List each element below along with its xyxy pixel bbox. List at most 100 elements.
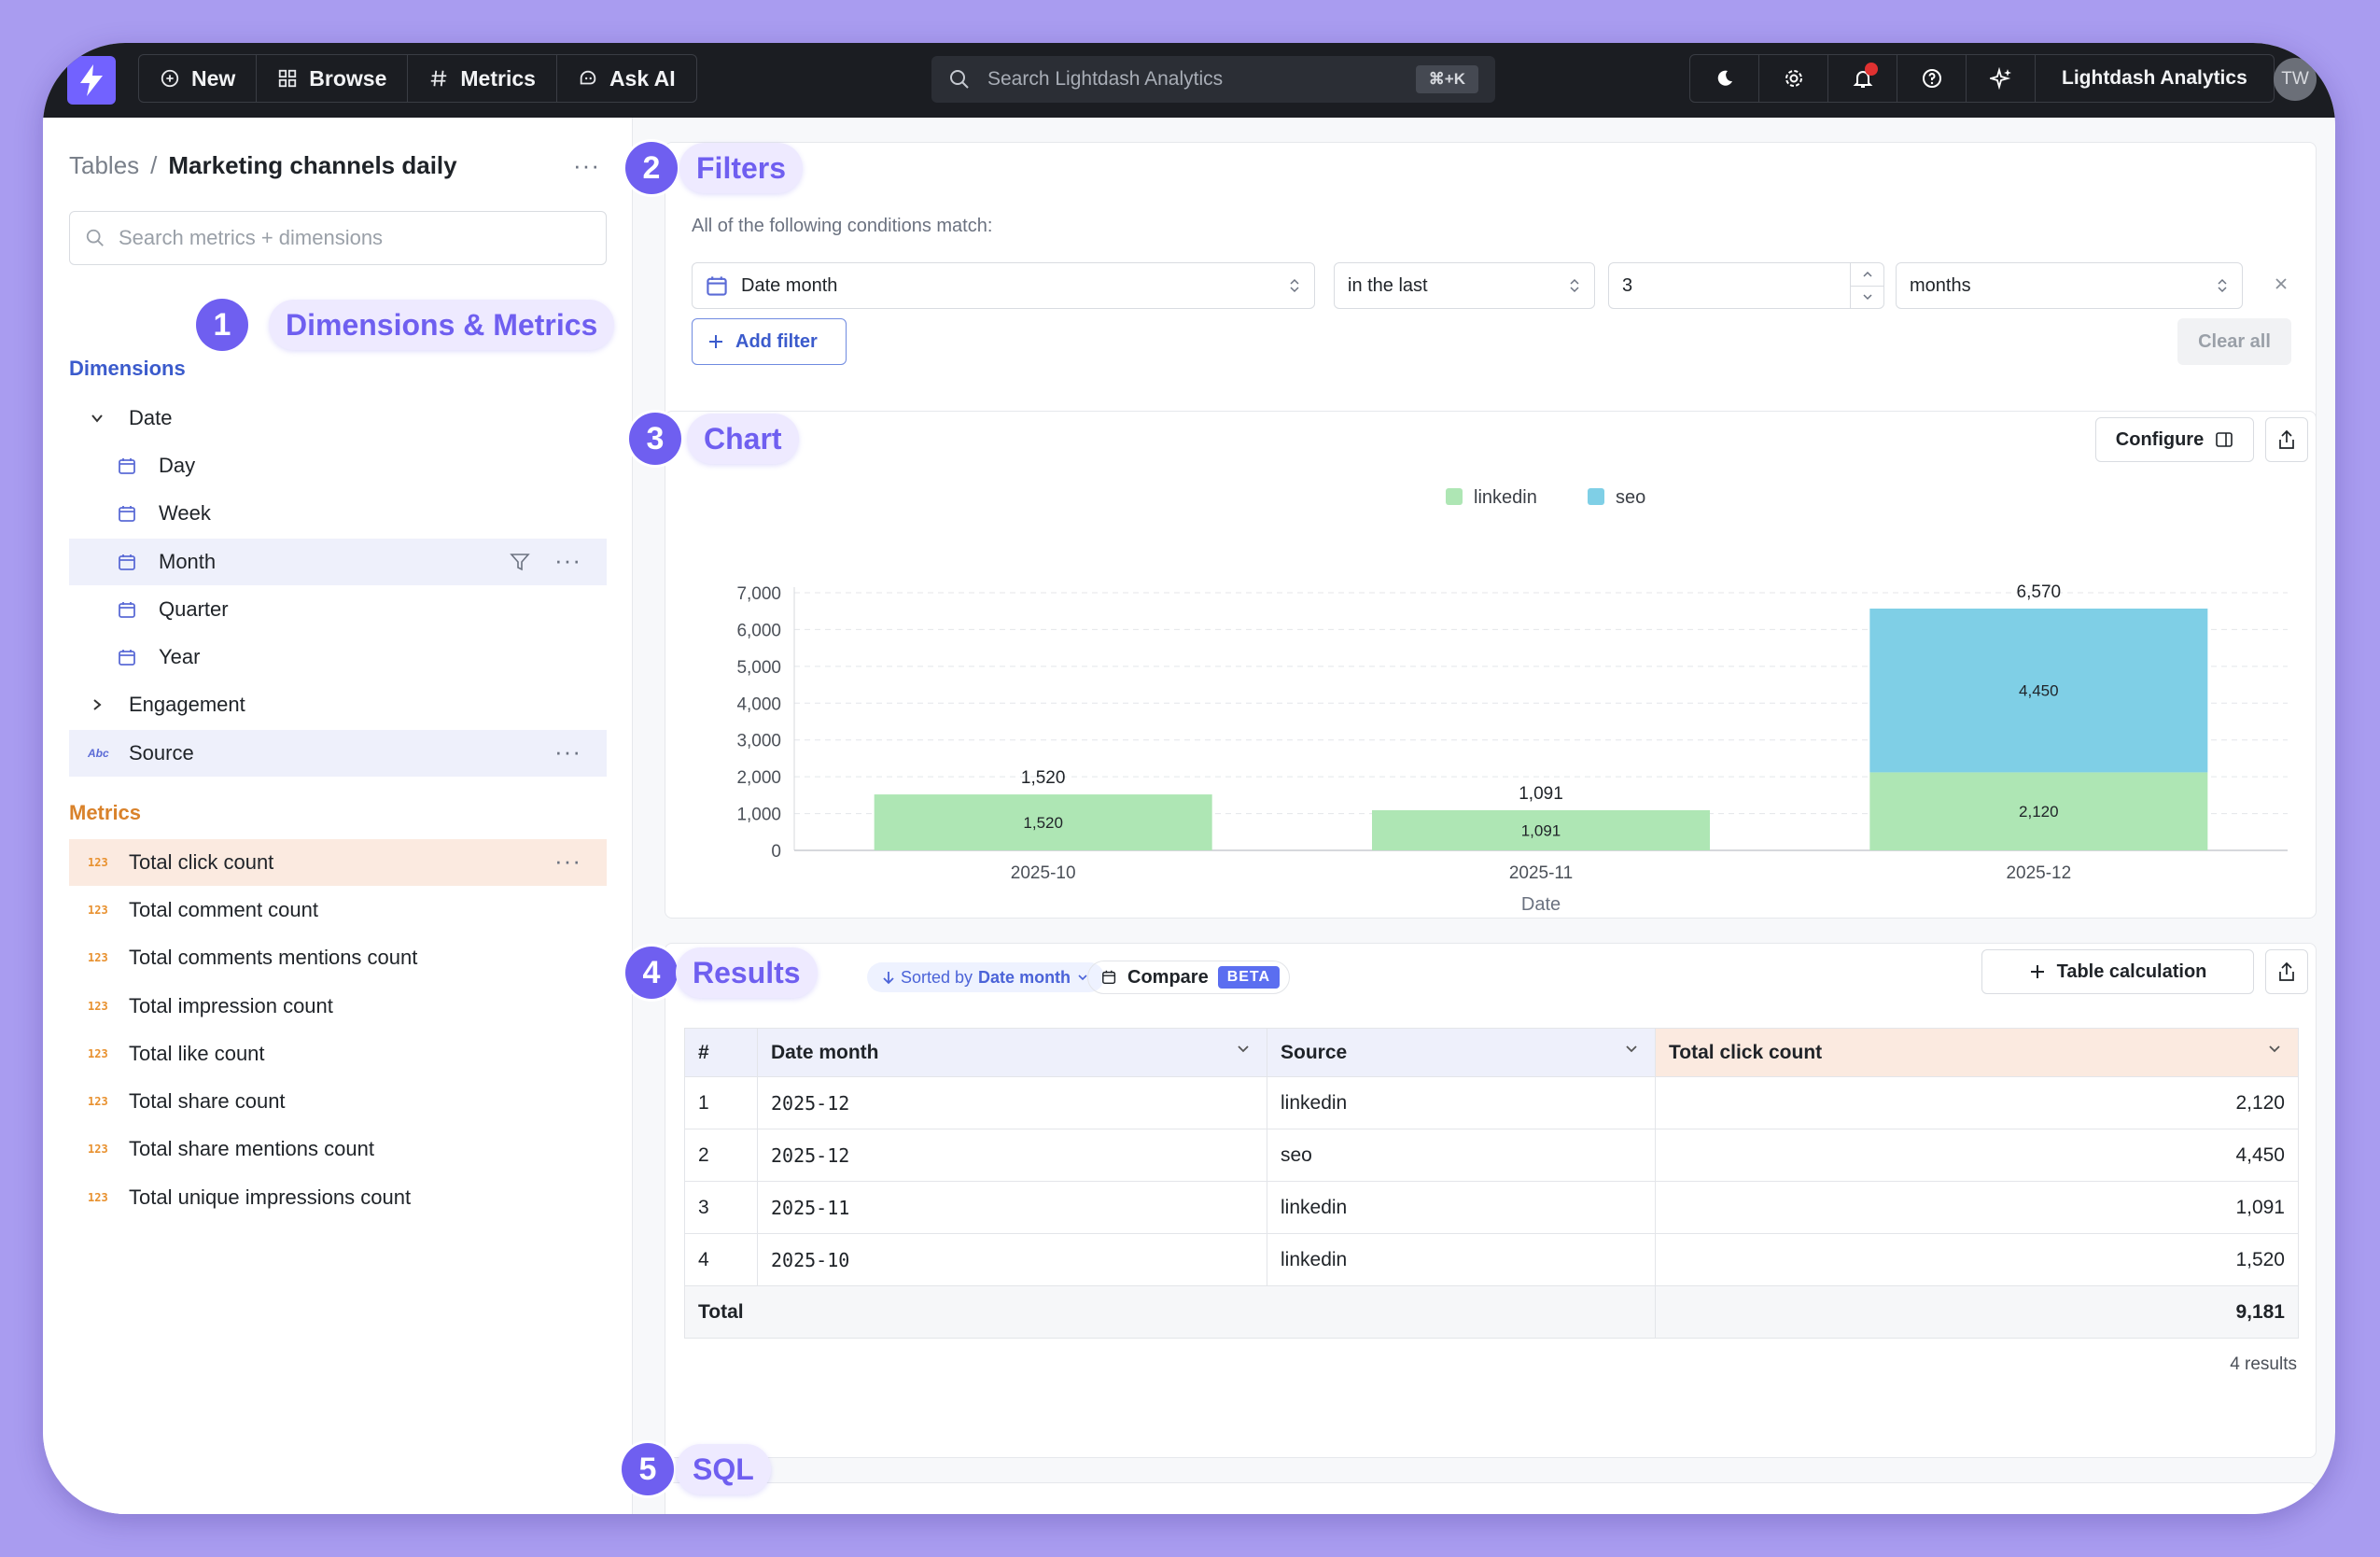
ai-sparkle-button[interactable] — [1967, 55, 2036, 102]
table-options-icon[interactable]: ··· — [573, 151, 600, 179]
configure-button[interactable]: Configure — [2095, 417, 2254, 462]
tree-group-date[interactable]: Date — [69, 395, 607, 442]
plus-icon — [709, 335, 722, 348]
dimension-item-year[interactable]: Year — [69, 634, 607, 680]
table-calculation-button[interactable]: Table calculation — [1981, 949, 2254, 994]
utility-nav: Lightdash Analytics — [1689, 54, 2275, 103]
filter-field-select[interactable]: Date month — [692, 262, 1315, 309]
callout-4-number: 4 — [625, 947, 678, 999]
dimension-label: Day — [159, 454, 196, 477]
new-button[interactable]: New — [139, 55, 258, 102]
number-type-icon: 123 — [88, 1191, 108, 1204]
global-search-input[interactable]: Search Lightdash Analytics ⌘+K — [931, 56, 1495, 103]
breadcrumb-tables-link[interactable]: Tables — [69, 151, 140, 179]
filters-panel: All of the following conditions match: D… — [665, 142, 2317, 429]
metrics-button[interactable]: Metrics — [408, 55, 557, 102]
notification-dot — [1865, 63, 1878, 76]
dimension-item-week[interactable]: Week — [69, 490, 607, 537]
filter-unit-select[interactable]: months — [1896, 262, 2243, 309]
field-search-placeholder: Search metrics + dimensions — [119, 226, 384, 249]
tree-group-engagement[interactable]: Engagement — [69, 681, 607, 728]
metric-options-icon[interactable]: ··· — [554, 847, 581, 875]
filter-icon[interactable] — [510, 552, 530, 572]
results-export-button[interactable] — [2265, 949, 2308, 994]
dimension-item-month[interactable]: Month ··· — [69, 539, 607, 585]
metric-item-total-comments-mentions-count[interactable]: 123 Total comments mentions count — [69, 934, 607, 981]
breadcrumb-separator: / — [150, 151, 158, 179]
compare-button[interactable]: Compare BETA — [1087, 961, 1291, 994]
close-icon[interactable] — [2273, 275, 2289, 297]
chevron-updown-icon — [2218, 278, 2227, 293]
y-tick-label: 0 — [771, 842, 781, 862]
moon-icon — [1717, 70, 1732, 86]
metrics-label: Metrics — [460, 65, 536, 91]
plus-icon — [2030, 965, 2044, 978]
metric-item-total-share-mentions-count[interactable]: 123 Total share mentions count — [69, 1126, 607, 1172]
cell-index: 4 — [684, 1233, 758, 1286]
callout-1-label: Dimensions & Metrics — [269, 300, 615, 350]
dimension-label: Week — [159, 501, 211, 525]
cell-index: 3 — [684, 1181, 758, 1234]
chevron-down-icon[interactable] — [2266, 1044, 2283, 1055]
table-row[interactable]: 4 2025-10 linkedin 1,520 — [684, 1233, 2299, 1286]
filter-value-stepper[interactable]: 3 — [1608, 262, 1884, 309]
bar-total-label: 1,520 — [1021, 768, 1066, 788]
bar-linkedin — [1372, 809, 1710, 850]
table-row[interactable]: 3 2025-11 linkedin 1,091 — [684, 1181, 2299, 1234]
number-type-icon: 123 — [88, 1047, 108, 1060]
filter-operator-select[interactable]: in the last — [1334, 262, 1595, 309]
metric-item-total-like-count[interactable]: 123 Total like count — [69, 1031, 607, 1077]
chevron-down-icon[interactable] — [1851, 287, 1883, 309]
field-search-input[interactable]: Search metrics + dimensions — [69, 211, 607, 265]
organization-switcher[interactable]: Lightdash Analytics — [2062, 67, 2247, 89]
sql-panel — [665, 1482, 2317, 1514]
metric-item-total-share-count[interactable]: 123 Total share count — [69, 1078, 607, 1125]
add-filter-button[interactable]: Add filter — [692, 318, 847, 365]
results-panel: Sorted by Date month Compare BETA Table … — [665, 943, 2317, 1458]
sort-indicator[interactable]: Sorted by Date month — [867, 962, 1105, 992]
metric-item-total-click-count[interactable]: 123 Total click count ··· — [69, 839, 607, 886]
number-type-icon: 123 — [88, 904, 108, 917]
x-axis-title: Date — [1521, 894, 1561, 915]
browse-button[interactable]: Browse — [257, 55, 409, 102]
bar-total-label: 6,570 — [2017, 582, 2062, 602]
dimension-options-icon[interactable]: ··· — [554, 737, 581, 765]
breadcrumb: Tables / Marketing channels daily — [69, 151, 457, 180]
share-icon — [2279, 429, 2294, 449]
user-avatar[interactable]: TW — [2274, 58, 2317, 101]
calendar-compare-icon — [1102, 970, 1116, 985]
table-row[interactable]: 1 2025-12 linkedin 2,120 — [684, 1076, 2299, 1129]
table-row[interactable]: 2 2025-12 seo 4,450 — [684, 1129, 2299, 1182]
metric-item-total-impression-count[interactable]: 123 Total impression count — [69, 983, 607, 1030]
cell-date-month: 2025-12 — [757, 1129, 1267, 1182]
callout-2-label: Filters — [679, 143, 804, 193]
settings-button[interactable] — [1759, 55, 1828, 102]
number-type-icon: 123 — [88, 1095, 108, 1108]
bar-value-label: 1,091 — [1521, 821, 1561, 839]
metric-item-total-unique-impressions-count[interactable]: 123 Total unique impressions count — [69, 1174, 607, 1221]
lightdash-logo-icon[interactable] — [67, 56, 116, 105]
theme-toggle-button[interactable] — [1690, 55, 1759, 102]
column-header-date-month[interactable]: Date month — [757, 1028, 1267, 1077]
dimensions-heading: Dimensions — [69, 357, 186, 380]
chevron-up-icon[interactable] — [1851, 263, 1883, 287]
dimension-options-icon[interactable]: ··· — [554, 546, 581, 574]
chevron-down-icon[interactable] — [1623, 1044, 1640, 1055]
results-count: 4 results — [2230, 1354, 2297, 1374]
legend-label: linkedin — [1474, 487, 1537, 508]
help-button[interactable] — [1897, 55, 1967, 102]
chevron-down-icon[interactable] — [1235, 1044, 1252, 1055]
column-header-total-click-count[interactable]: Total click count — [1655, 1028, 2299, 1077]
notifications-button[interactable] — [1828, 55, 1897, 102]
cell-date-month: 2025-10 — [757, 1233, 1267, 1286]
dimension-item-quarter[interactable]: Quarter — [69, 586, 607, 633]
tree-group-label: Engagement — [129, 693, 245, 716]
metric-item-total-comment-count[interactable]: 123 Total comment count — [69, 887, 607, 933]
column-header-source[interactable]: Source — [1267, 1028, 1656, 1077]
chart-export-button[interactable] — [2265, 417, 2308, 462]
clear-all-button[interactable]: Clear all — [2177, 318, 2291, 365]
dimension-item-source[interactable]: Abc Source ··· — [69, 730, 607, 777]
chevron-right-icon — [90, 697, 105, 712]
ask-ai-button[interactable]: Ask AI — [557, 55, 696, 102]
dimension-item-day[interactable]: Day — [69, 442, 607, 489]
